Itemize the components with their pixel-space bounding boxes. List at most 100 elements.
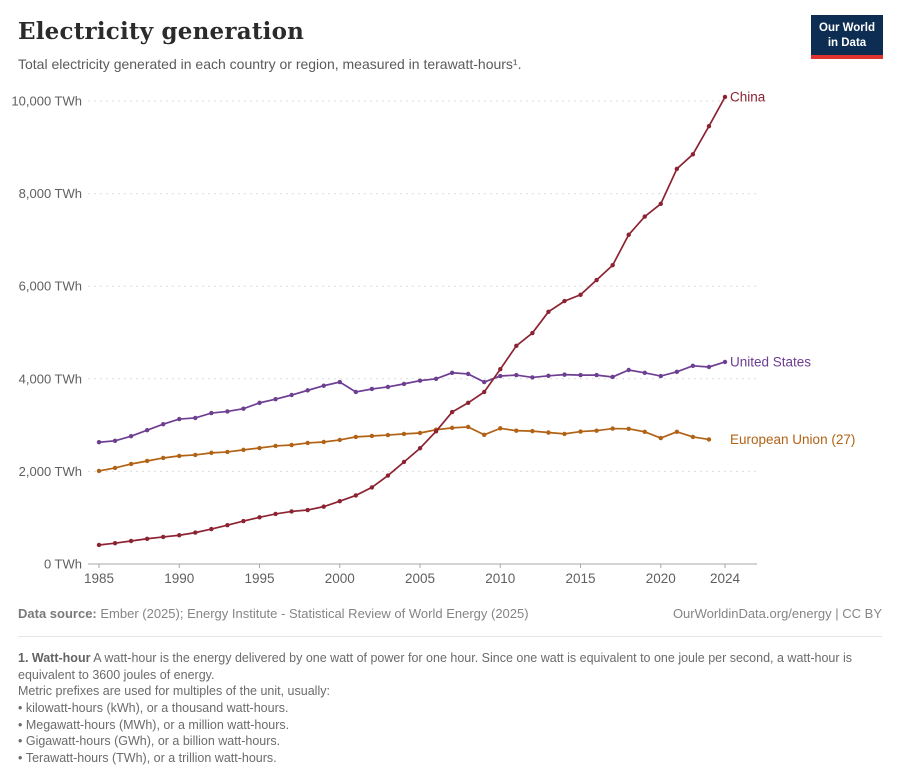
data-point-european-union-27[interactable] (353, 434, 359, 440)
data-point-united-states[interactable] (482, 379, 487, 385)
series-label-china[interactable]: China (730, 89, 766, 104)
data-point-european-union-27[interactable] (642, 429, 647, 435)
data-point-united-states[interactable] (353, 389, 359, 395)
data-point-china[interactable] (96, 542, 102, 548)
data-point-european-union-27[interactable] (305, 440, 310, 446)
data-point-european-union-27[interactable] (449, 425, 455, 431)
data-point-united-states[interactable] (337, 379, 342, 385)
data-point-china[interactable] (161, 534, 166, 540)
data-point-china[interactable] (578, 292, 583, 297)
data-point-european-union-27[interactable] (225, 449, 230, 455)
data-point-european-union-27[interactable] (161, 455, 166, 461)
data-point-united-states[interactable] (289, 392, 294, 398)
data-point-china[interactable] (321, 504, 326, 509)
data-point-united-states[interactable] (449, 370, 455, 375)
data-point-european-union-27[interactable] (273, 443, 278, 449)
data-point-european-union-27[interactable] (337, 437, 342, 443)
data-point-european-union-27[interactable] (193, 452, 198, 458)
license-line[interactable]: OurWorldinData.org/energy | CC BY (672, 606, 882, 621)
data-point-european-union-27[interactable] (209, 450, 214, 456)
data-point-united-states[interactable] (562, 372, 567, 377)
data-point-china[interactable] (337, 499, 342, 504)
data-point-china[interactable] (305, 507, 310, 513)
data-point-european-union-27[interactable] (562, 431, 567, 437)
data-point-united-states[interactable] (530, 375, 535, 380)
data-point-european-union-27[interactable] (706, 437, 712, 442)
data-point-china[interactable] (209, 526, 214, 532)
data-point-united-states[interactable] (128, 434, 134, 439)
data-point-european-union-27[interactable] (128, 461, 134, 467)
data-point-china[interactable] (257, 515, 262, 520)
data-point-european-union-27[interactable] (401, 431, 407, 437)
data-point-china[interactable] (594, 277, 599, 283)
data-point-united-states[interactable] (610, 374, 615, 380)
data-point-china[interactable] (530, 330, 535, 336)
data-point-european-union-27[interactable] (321, 439, 326, 445)
data-point-china[interactable] (658, 201, 663, 207)
data-point-european-union-27[interactable] (514, 428, 519, 433)
data-point-china[interactable] (498, 367, 503, 372)
data-point-china[interactable] (144, 536, 150, 541)
series-line-china[interactable] (98, 96, 726, 546)
data-point-united-states[interactable] (465, 371, 471, 377)
data-point-china[interactable] (514, 343, 519, 348)
data-point-united-states[interactable] (305, 388, 310, 393)
data-point-united-states[interactable] (417, 378, 423, 383)
data-point-china[interactable] (465, 400, 471, 405)
owid-logo[interactable]: Our World in Data (811, 15, 883, 59)
data-point-european-union-27[interactable] (482, 432, 487, 438)
data-point-china[interactable] (642, 214, 647, 219)
data-point-china[interactable] (482, 389, 487, 395)
data-point-united-states[interactable] (112, 438, 118, 444)
data-point-china[interactable] (289, 509, 294, 514)
data-point-china[interactable] (562, 298, 567, 304)
data-point-united-states[interactable] (321, 383, 326, 388)
data-point-china[interactable] (225, 522, 230, 528)
data-point-china[interactable] (546, 309, 551, 315)
data-point-united-states[interactable] (273, 396, 278, 402)
data-point-china[interactable] (449, 409, 455, 415)
data-point-european-union-27[interactable] (546, 430, 551, 435)
data-point-united-states[interactable] (690, 363, 696, 369)
data-point-european-union-27[interactable] (610, 426, 615, 431)
data-point-united-states[interactable] (594, 372, 599, 378)
data-point-european-union-27[interactable] (674, 429, 680, 435)
data-point-european-union-27[interactable] (144, 458, 150, 464)
data-point-european-union-27[interactable] (578, 429, 583, 434)
data-point-united-states[interactable] (209, 410, 214, 416)
series-label-united-states[interactable]: United States (730, 354, 811, 369)
data-point-china[interactable] (706, 123, 712, 129)
data-point-united-states[interactable] (658, 373, 663, 379)
data-point-united-states[interactable] (722, 359, 728, 365)
series-label-european-union-27[interactable]: European Union (27) (730, 432, 855, 447)
data-point-china[interactable] (128, 538, 134, 544)
data-point-european-union-27[interactable] (241, 447, 246, 453)
data-point-european-union-27[interactable] (112, 465, 118, 471)
data-point-china[interactable] (241, 518, 246, 524)
data-point-china[interactable] (690, 152, 696, 157)
data-point-united-states[interactable] (193, 415, 198, 421)
data-point-united-states[interactable] (514, 372, 519, 378)
data-point-united-states[interactable] (385, 384, 391, 390)
data-point-united-states[interactable] (177, 416, 182, 422)
data-point-china[interactable] (177, 533, 182, 538)
data-point-united-states[interactable] (369, 386, 375, 392)
data-point-european-union-27[interactable] (385, 432, 391, 438)
data-point-united-states[interactable] (626, 367, 631, 373)
data-point-china[interactable] (610, 263, 615, 268)
data-point-china[interactable] (385, 473, 391, 478)
data-point-china[interactable] (193, 530, 198, 535)
data-point-european-union-27[interactable] (369, 433, 375, 439)
data-point-united-states[interactable] (144, 427, 150, 433)
data-point-european-union-27[interactable] (626, 426, 631, 432)
data-point-united-states[interactable] (498, 373, 503, 379)
data-point-european-union-27[interactable] (594, 428, 599, 433)
data-point-european-union-27[interactable] (465, 424, 471, 430)
data-point-china[interactable] (722, 94, 728, 100)
data-point-united-states[interactable] (96, 440, 102, 445)
data-point-european-union-27[interactable] (530, 428, 535, 434)
data-point-european-union-27[interactable] (289, 442, 294, 448)
data-point-european-union-27[interactable] (257, 445, 262, 451)
data-point-european-union-27[interactable] (417, 430, 423, 436)
data-point-united-states[interactable] (674, 369, 680, 375)
